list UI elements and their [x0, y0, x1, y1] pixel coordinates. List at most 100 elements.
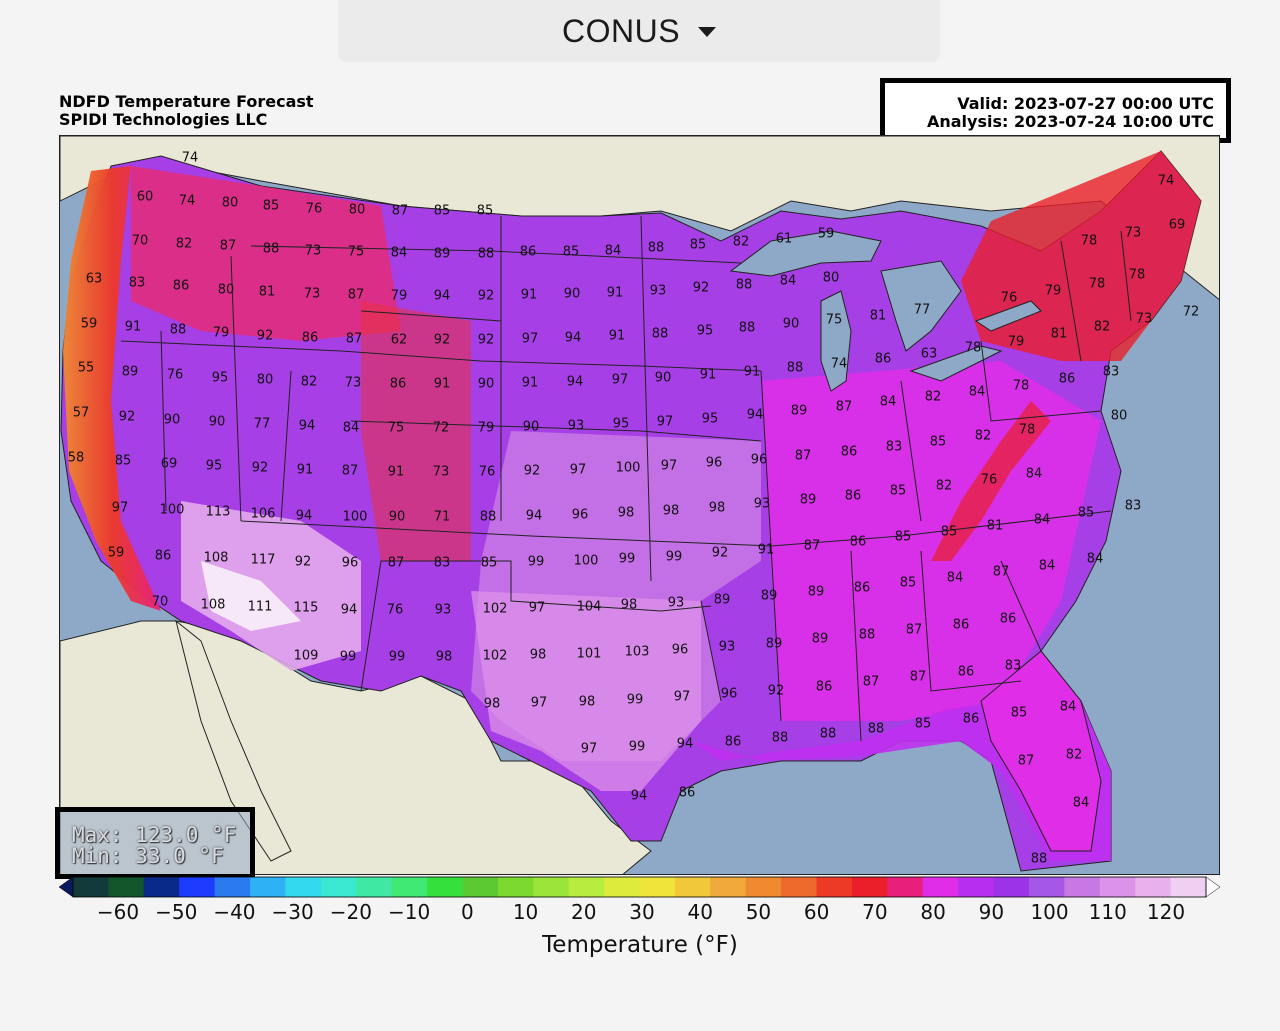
map-value-label: 87 — [387, 555, 405, 571]
map-value-label: 85 — [1010, 705, 1028, 721]
map-value-label: 71 — [433, 509, 451, 525]
map-value-label: 99 — [628, 739, 646, 755]
colorbar-tick-label: 120 — [1146, 900, 1186, 924]
map-value-label: 94 — [298, 418, 316, 434]
map-value-label: 74 — [181, 150, 199, 166]
map-value-label: 78 — [1012, 378, 1030, 394]
map-value-label: 94 — [433, 288, 451, 304]
map-value-label: 96 — [571, 507, 589, 523]
region-dropdown[interactable]: CONUS — [338, 0, 940, 62]
map-value-label: 73 — [1135, 311, 1153, 327]
map-value-label: 100 — [573, 553, 599, 569]
colorbar-tick-label: 90 — [978, 900, 1005, 924]
map-value-label: 87 — [219, 238, 237, 254]
map-value-label: 88 — [735, 277, 753, 293]
colorbar-tick-label: 110 — [1088, 900, 1127, 924]
map-value-label: 58 — [67, 450, 85, 466]
map-value-label: 90 — [563, 286, 581, 302]
map-value-label: 86 — [1058, 371, 1076, 387]
map-value-label: 95 — [612, 416, 630, 432]
map-value-label: 87 — [992, 564, 1010, 580]
map-value-label: 99 — [618, 551, 636, 567]
colorbar-tick-label: −10 — [388, 900, 431, 924]
map-value-label: 113 — [205, 504, 231, 520]
map-value-label: 74 — [178, 193, 196, 209]
map-value-label: 91 — [699, 367, 717, 383]
colorbar-swatch — [1170, 877, 1207, 897]
colorbar-swatch — [639, 877, 676, 897]
map-value-label: 88 — [479, 509, 497, 525]
map-value-label: 83 — [433, 555, 451, 571]
lake-ontario — [974, 300, 1042, 332]
map-value-label: 98 — [578, 694, 596, 710]
map-value-label: 99 — [388, 649, 406, 665]
map-value-label: 97 — [111, 500, 129, 516]
map-value-label: 60 — [136, 189, 154, 205]
map-value-label: 93 — [718, 639, 736, 655]
map-value-label: 83 — [885, 439, 903, 455]
map-value-label: 97 — [521, 331, 539, 347]
map-value-label: 109 — [293, 648, 319, 664]
map-value-label: 84 — [1033, 512, 1051, 528]
colorbar-tick-label: −60 — [96, 900, 140, 924]
map-value-label: 91 — [608, 328, 626, 344]
northwest-warm — [131, 166, 401, 341]
colorbar-swatch — [533, 877, 570, 897]
colorbar-tick-label: 20 — [571, 900, 597, 924]
map-value-label: 84 — [342, 420, 360, 436]
map-value-label: 86 — [678, 785, 696, 801]
map-value-label: 59 — [107, 545, 125, 561]
colorbar-swatch — [356, 877, 393, 897]
map-value-label: 90 — [522, 419, 540, 435]
map-value-label: 89 — [811, 631, 829, 647]
colorbar — [59, 876, 1220, 898]
map-value-label: 76 — [980, 472, 998, 488]
map-value-label: 95 — [701, 411, 719, 427]
map-value-label: 85 — [562, 244, 580, 260]
map-value-label: 86 — [840, 444, 858, 460]
map-value-label: 72 — [432, 420, 450, 436]
map-value-label: 90 — [208, 414, 226, 430]
colorbar-tick-label: 100 — [1030, 900, 1069, 924]
map-value-label: 87 — [909, 669, 927, 685]
colorbar-tick-label: 50 — [745, 900, 772, 924]
map-value-label: 84 — [1072, 795, 1090, 811]
colorbar-swatch — [1064, 877, 1101, 897]
map-value-label: 86 — [172, 278, 190, 294]
map-value-label: 90 — [388, 509, 406, 525]
map-value-label: 82 — [300, 374, 318, 390]
map-value-label: 55 — [77, 360, 95, 376]
map-value-label: 102 — [482, 601, 508, 617]
map-value-label: 87 — [905, 622, 923, 638]
map-value-label: 95 — [205, 458, 223, 474]
map-value-label: 91 — [606, 285, 624, 301]
west-coast-cool — [63, 166, 161, 611]
map-value-label: 73 — [304, 243, 322, 259]
colorbar-swatch — [214, 877, 251, 897]
map-value-label: 92 — [477, 288, 495, 304]
map-value-label: 74 — [1157, 173, 1175, 189]
map-value-label: 98 — [529, 647, 547, 663]
map-value-label: 84 — [879, 394, 897, 410]
map-value-label: 63 — [920, 346, 938, 362]
map-value-label: 87 — [1017, 753, 1035, 769]
colorbar-swatch — [993, 877, 1030, 897]
colorbar-swatch — [816, 877, 853, 897]
map-value-label: 73 — [432, 464, 450, 480]
map-value-label: 78 — [964, 340, 982, 356]
map-value-labels: 74 60 74 80 85 76 80 87 85 85 74 59 61 82 85 88 84 85 86 88… — [60, 136, 1219, 874]
map-value-label: 76 — [386, 602, 404, 618]
map-value-label: 84 — [390, 245, 408, 261]
colorbar-tick-label: −20 — [329, 900, 372, 924]
map-value-label: 92 — [692, 280, 710, 296]
colorbar-swatch — [179, 877, 216, 897]
analysis-time: Analysis: 2023-07-24 10:00 UTC — [926, 112, 1214, 131]
map-value-label: 93 — [567, 418, 585, 434]
map-value-label: 72 — [1182, 304, 1200, 320]
map-value-label: 81 — [258, 284, 276, 300]
colorbar-swatch — [143, 877, 180, 897]
map-value-label: 99 — [339, 649, 357, 665]
map-value-label: 83 — [1004, 658, 1022, 674]
map-value-label: 75 — [387, 420, 405, 436]
map-value-label: 91 — [433, 376, 451, 392]
